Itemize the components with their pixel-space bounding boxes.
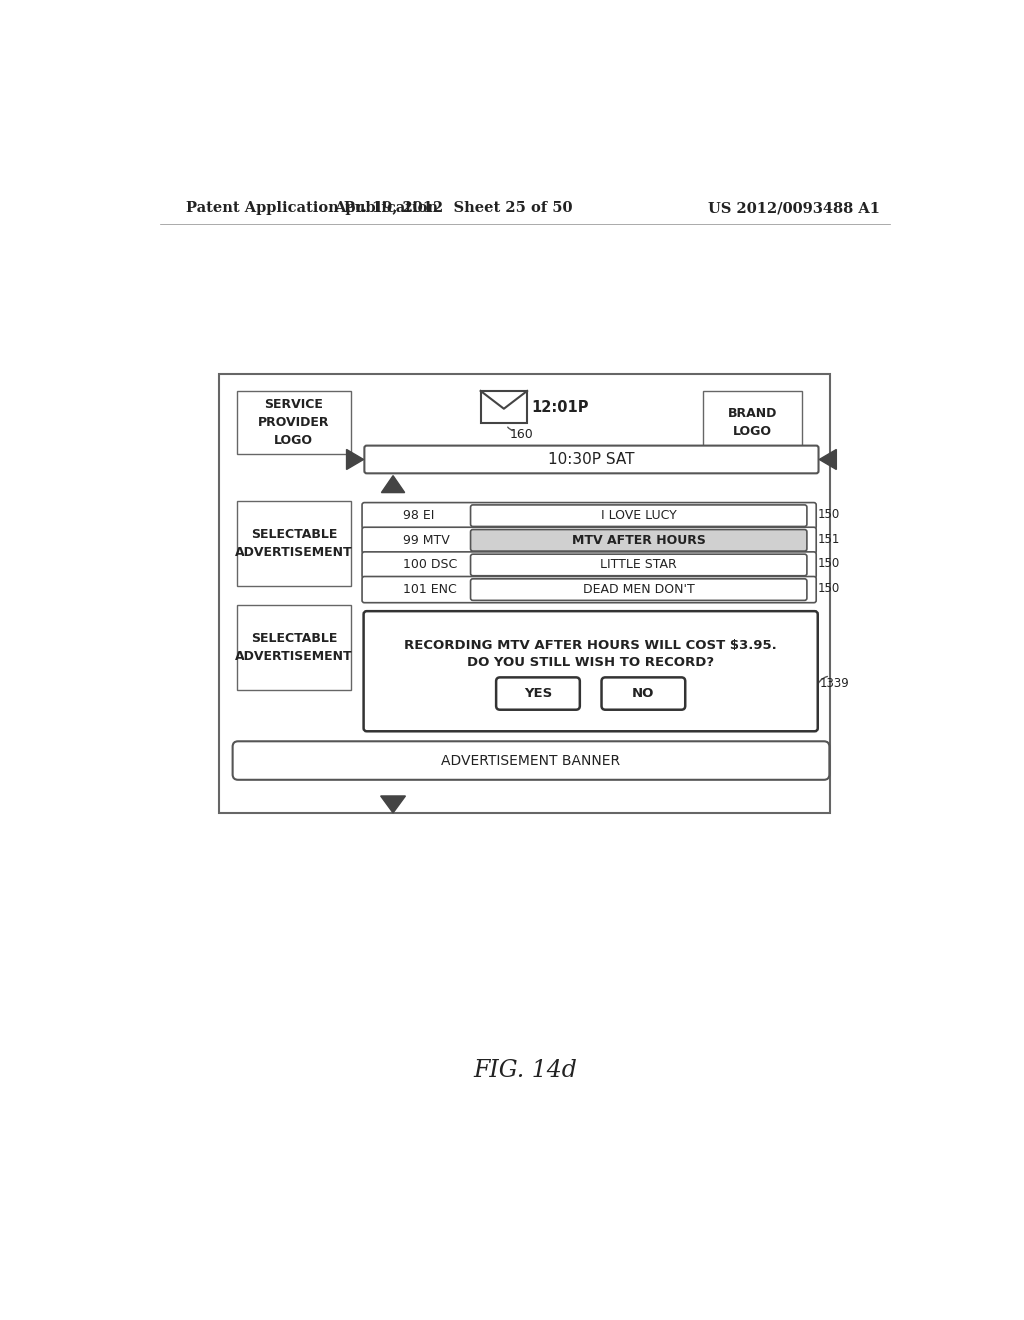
Text: 101 ENC: 101 ENC xyxy=(403,583,457,597)
Text: 150: 150 xyxy=(818,582,840,595)
FancyBboxPatch shape xyxy=(232,742,829,780)
Text: I LOVE LUCY: I LOVE LUCY xyxy=(601,510,677,523)
Text: DEAD MEN DON'T: DEAD MEN DON'T xyxy=(583,583,694,597)
FancyBboxPatch shape xyxy=(364,611,818,731)
Text: 160: 160 xyxy=(510,428,534,441)
Text: YES: YES xyxy=(524,686,552,700)
Text: Patent Application Publication: Patent Application Publication xyxy=(186,202,438,215)
Text: LITTLE STAR: LITTLE STAR xyxy=(600,558,677,572)
Text: US 2012/0093488 A1: US 2012/0093488 A1 xyxy=(709,202,881,215)
Text: ADVERTISEMENT BANNER: ADVERTISEMENT BANNER xyxy=(441,754,621,767)
Text: 99 MTV: 99 MTV xyxy=(403,533,450,546)
Text: 1339: 1339 xyxy=(819,677,849,690)
Text: Apr. 19, 2012  Sheet 25 of 50: Apr. 19, 2012 Sheet 25 of 50 xyxy=(334,202,572,215)
Text: 150: 150 xyxy=(818,508,840,521)
FancyBboxPatch shape xyxy=(471,579,807,601)
Polygon shape xyxy=(346,449,364,470)
Text: SELECTABLE
ADVERTISEMENT: SELECTABLE ADVERTISEMENT xyxy=(236,632,352,663)
FancyBboxPatch shape xyxy=(703,391,802,454)
Polygon shape xyxy=(819,449,837,470)
FancyBboxPatch shape xyxy=(601,677,685,710)
FancyBboxPatch shape xyxy=(496,677,580,710)
Text: NO: NO xyxy=(632,686,654,700)
Text: 150: 150 xyxy=(818,557,840,570)
FancyBboxPatch shape xyxy=(365,446,818,474)
FancyBboxPatch shape xyxy=(362,577,816,603)
FancyBboxPatch shape xyxy=(362,527,816,553)
Text: SELECTABLE
ADVERTISEMENT: SELECTABLE ADVERTISEMENT xyxy=(236,528,352,558)
FancyBboxPatch shape xyxy=(471,506,807,527)
FancyBboxPatch shape xyxy=(362,503,816,529)
Text: FIG. 14d: FIG. 14d xyxy=(473,1060,577,1082)
FancyBboxPatch shape xyxy=(237,502,351,586)
Text: 12:01P: 12:01P xyxy=(531,400,589,414)
Text: RECORDING MTV AFTER HOURS WILL COST $3.95.: RECORDING MTV AFTER HOURS WILL COST $3.9… xyxy=(404,639,777,652)
FancyBboxPatch shape xyxy=(219,374,830,813)
FancyBboxPatch shape xyxy=(480,391,527,424)
FancyBboxPatch shape xyxy=(237,391,351,454)
FancyBboxPatch shape xyxy=(237,605,351,689)
Text: BRAND
LOGO: BRAND LOGO xyxy=(728,407,777,438)
Text: SERVICE
PROVIDER
LOGO: SERVICE PROVIDER LOGO xyxy=(258,399,330,447)
FancyBboxPatch shape xyxy=(471,529,807,552)
Text: 100 DSC: 100 DSC xyxy=(403,558,458,572)
Text: 10:30P SAT: 10:30P SAT xyxy=(548,451,635,467)
Text: MTV AFTER HOURS: MTV AFTER HOURS xyxy=(571,533,706,546)
Polygon shape xyxy=(381,796,406,813)
FancyBboxPatch shape xyxy=(362,552,816,578)
Text: 98 EI: 98 EI xyxy=(403,510,434,523)
Text: 151: 151 xyxy=(818,533,840,545)
Text: DO YOU STILL WISH TO RECORD?: DO YOU STILL WISH TO RECORD? xyxy=(467,656,714,669)
Polygon shape xyxy=(381,475,404,492)
FancyBboxPatch shape xyxy=(471,554,807,576)
